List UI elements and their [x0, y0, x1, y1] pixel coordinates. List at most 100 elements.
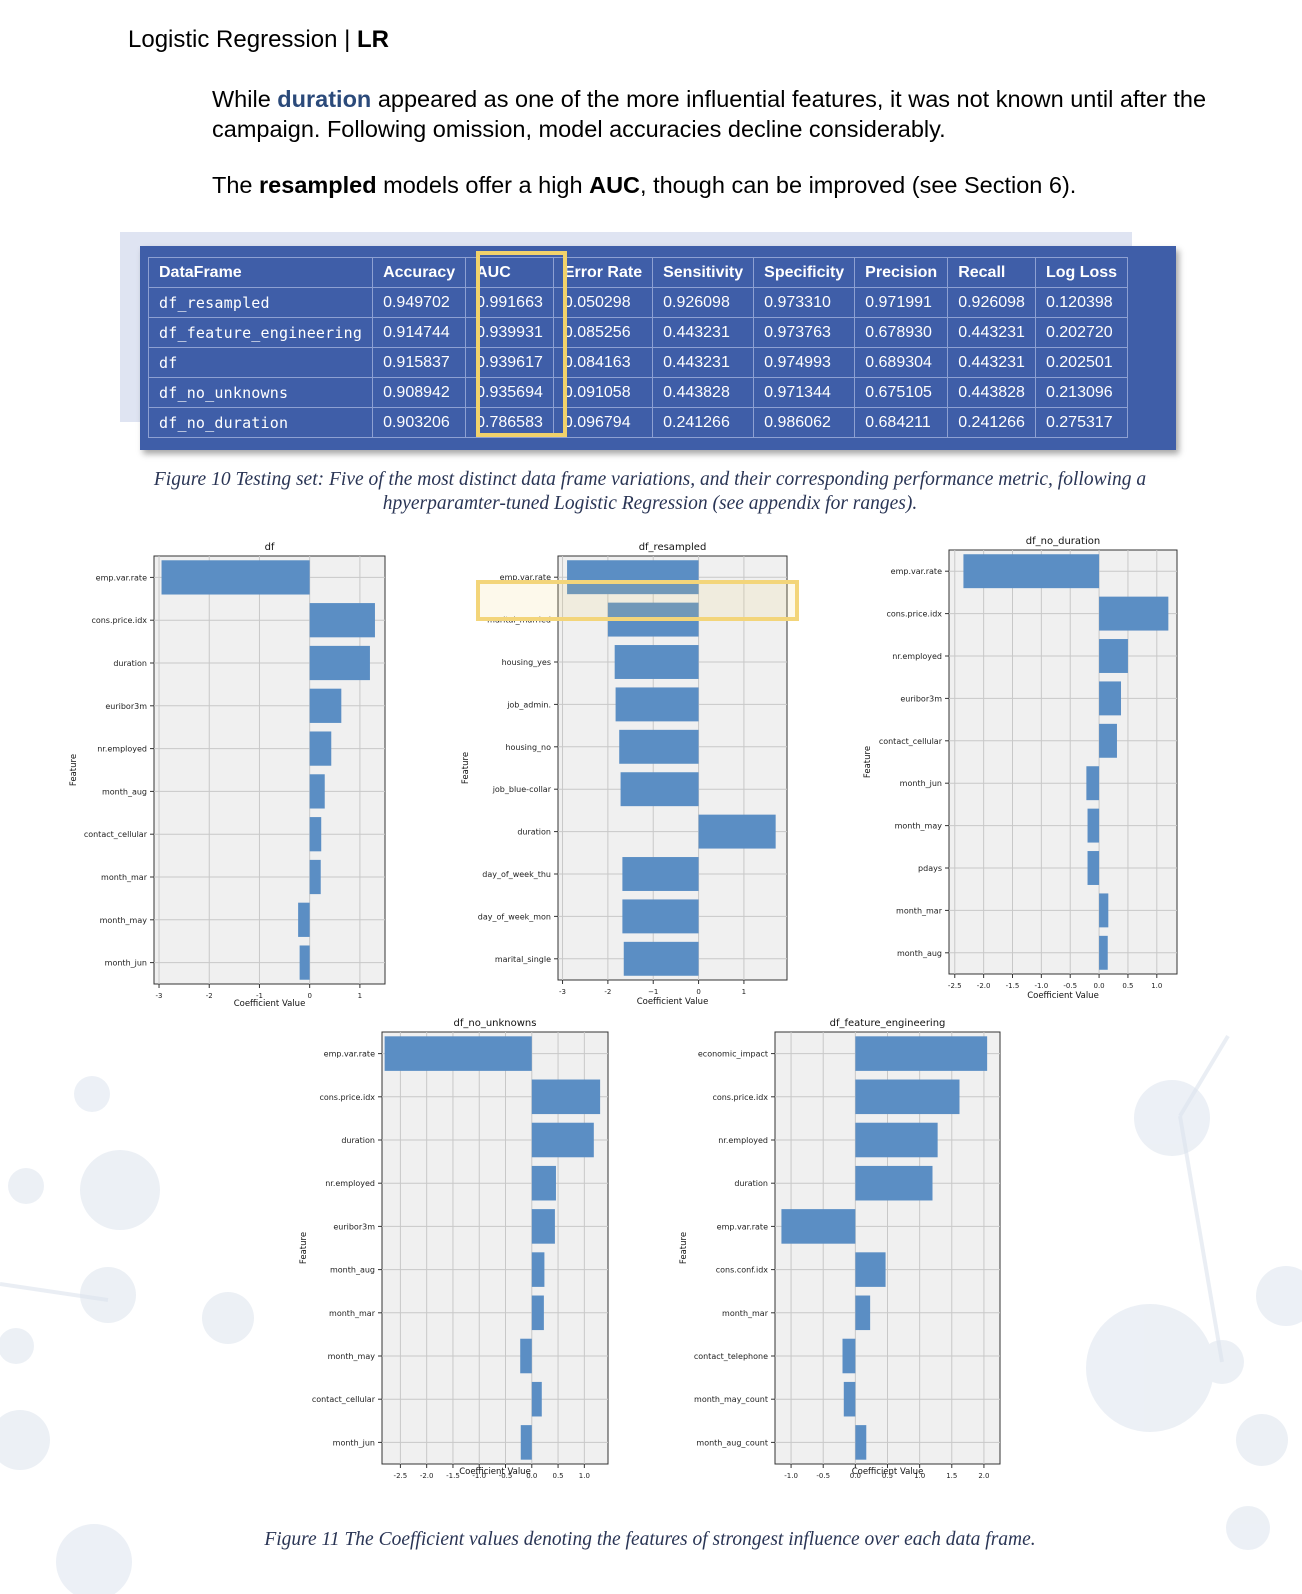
y-tick-label: marital_single [495, 955, 551, 964]
x-tick-label: -2.0 [977, 982, 991, 990]
y-tick-label: cons.price.idx [319, 1093, 375, 1102]
x-tick-label: -1.0 [472, 1472, 486, 1480]
bar-emp-var-rate [567, 560, 699, 595]
y-tick-label: cons.price.idx [886, 610, 942, 619]
y-tick-label: month_aug [102, 787, 147, 796]
bar-marital-single [623, 941, 699, 976]
y-tick-label: month_jun [105, 959, 147, 968]
bar-cons-price-idx [309, 603, 375, 638]
y-tick-label: economic_impact [698, 1050, 768, 1059]
y-tick-label: month_jun [333, 1438, 375, 1447]
metric-cell: 0.986062 [753, 407, 856, 438]
metric-cell: 0.120398 [1034, 287, 1129, 318]
y-tick-label: month_may [328, 1352, 376, 1361]
metric-cell: 0.689304 [854, 347, 949, 378]
dataframe-name-cell: df [147, 347, 374, 378]
bar-month-may [520, 1338, 532, 1374]
chart-title: df_no_unknowns [454, 1018, 537, 1029]
bar-cons-conf-idx [855, 1252, 886, 1287]
chart-title: df_no_duration [1026, 536, 1100, 547]
chart-df: emp.var.rate cons.price.idx duration euribo… [69, 542, 386, 1009]
x-tick-label: 1.0 [914, 1472, 925, 1480]
x-tick-label: -1 [256, 992, 263, 1000]
table-row: df_resampled 0.949702 0.991663 0.050298 0.92… [147, 287, 1129, 318]
figure-10-caption: Figure 10 Testing set: Five of the most … [153, 469, 1147, 514]
bar-contact-telephone [842, 1338, 856, 1374]
metric-cell: 0.974993 [753, 347, 856, 378]
x-tick-label: -1.0 [1035, 982, 1049, 990]
y-tick-label: duration [341, 1136, 375, 1145]
metric-cell: 0.084163 [552, 347, 654, 378]
table-row: df_feature_engineering 0.914744 0.939931 0.… [147, 317, 1129, 348]
chart-df-resampled: emp.var.ratemarital_marriedhousing_yesjo… [461, 542, 788, 1007]
x-tick-label: −1 [648, 988, 658, 996]
bar-euribor3m [1099, 681, 1122, 716]
column-header-sensitivity: Sensitivity [652, 257, 755, 288]
x-tick-label: 1.0 [579, 1472, 590, 1480]
y-tick-label: housing_yes [502, 658, 551, 667]
bar-euribor3m [531, 1209, 555, 1244]
bar-housing-yes [614, 645, 699, 679]
y-tick-label: cons.price.idx [91, 616, 147, 625]
bar-nr-employed [531, 1165, 556, 1201]
y-tick-label: emp.var.rate [500, 573, 551, 582]
metric-cell: 0.914744 [372, 317, 467, 348]
intro-text: , though can be improved (see Section 6)… [640, 172, 1077, 198]
metric-cell: 0.443231 [947, 317, 1036, 348]
intro-text: models offer a high [376, 172, 590, 198]
y-tick-label: contact_cellular [879, 737, 943, 746]
bar-month-may [298, 902, 310, 937]
x-tick-label: 1 [742, 988, 746, 996]
x-tick-label: 0.5 [1122, 982, 1133, 990]
bar-month-jun [299, 945, 310, 980]
y-tick-label: month_mar [896, 906, 943, 915]
chart-title: df_resampled [639, 542, 707, 553]
metric-cell: 0.971991 [854, 287, 949, 318]
bar-duration [531, 1122, 594, 1158]
metric-cell: 0.213096 [1034, 377, 1129, 408]
resampled-keyword: resampled [259, 172, 377, 198]
bar-housing-no [619, 729, 699, 764]
x-axis-label: Coefficient Value [1027, 991, 1099, 1001]
metric-cell: 0.443828 [652, 377, 755, 408]
column-header-specificity: Specificity [753, 257, 856, 288]
y-axis-label: Feature [863, 746, 873, 778]
page-header: Logistic Regression | LR [128, 26, 389, 54]
dataframe-name-cell: df_resampled [147, 287, 374, 318]
metric-cell: 0.202720 [1034, 317, 1129, 348]
dataframe-name-cell: df_feature_engineering [147, 317, 374, 348]
bar-pdays [1087, 851, 1100, 885]
y-tick-label: nr.employed [97, 745, 147, 754]
bar-cons-price-idx [855, 1079, 960, 1115]
y-tick-label: nr.employed [892, 652, 942, 661]
metric-cell: 0.443828 [947, 377, 1036, 408]
metric-cell: 0.926098 [652, 287, 755, 318]
chart-df-feature-engineering: economic_impact cons.price.idx nr.employed… [679, 1018, 1001, 1480]
x-tick-label: -1.5 [446, 1472, 460, 1480]
bar-euribor3m [309, 688, 342, 723]
table-row: df_no_unknowns 0.908942 0.935694 0.091058 0.… [147, 377, 1129, 408]
auc-keyword: AUC [589, 172, 641, 198]
chart-df-no-unknowns: emp.var.rate cons.price.idx duration nr.emp… [299, 1018, 609, 1480]
bar-month-mar [1099, 893, 1109, 928]
y-axis-label: Feature [461, 752, 471, 784]
metric-cell: 0.050298 [552, 287, 654, 318]
table-row: df 0.915837 0.939617 0.084163 0.443231 0.9749… [147, 347, 1129, 378]
bar-month-mar [531, 1295, 544, 1331]
metric-cell: 0.275317 [1034, 407, 1129, 438]
metric-cell: 0.678930 [854, 317, 949, 348]
y-tick-label: cons.price.idx [712, 1093, 768, 1102]
chart-title: df [265, 542, 275, 553]
bar-nr-employed [855, 1122, 938, 1158]
metric-cell: 0.241266 [652, 407, 755, 438]
x-axis-label: Coefficient Value [459, 1467, 531, 1477]
metric-cell: 0.903206 [372, 407, 467, 438]
x-tick-label: 0.0 [1094, 982, 1105, 990]
metric-cell: 0.202501 [1034, 347, 1129, 378]
metric-cell: 0.085256 [552, 317, 654, 348]
column-header-accuracy: Accuracy [372, 257, 467, 288]
x-tick-label: -2.5 [394, 1472, 408, 1480]
column-header-precision: Precision [854, 257, 949, 288]
y-tick-label: month_mar [101, 873, 148, 882]
bar-emp-var-rate [781, 1209, 856, 1244]
